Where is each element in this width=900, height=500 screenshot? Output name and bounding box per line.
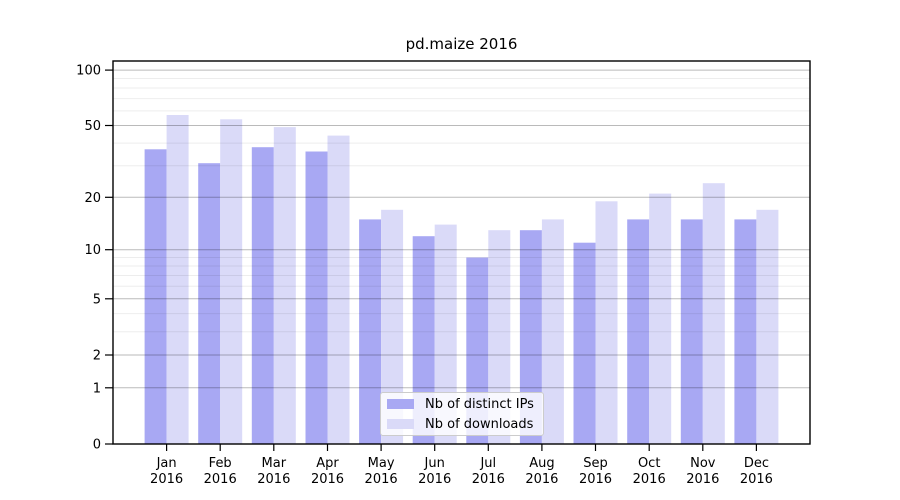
y-tick-label: 1 (93, 381, 101, 396)
legend-swatch-distinct-ips (387, 399, 414, 409)
x-tick-label-year: 2016 (150, 472, 183, 487)
x-tick-label-year: 2016 (579, 472, 612, 487)
y-tick-label: 100 (76, 64, 101, 79)
legend: Nb of distinct IPs Nb of downloads (380, 392, 544, 436)
x-tick-label-month: Nov (690, 456, 716, 471)
bar-sep-distinct-ips (573, 242, 596, 444)
bar-may-downloads (381, 209, 404, 444)
bar-nov-downloads (702, 183, 725, 444)
bar-mar-distinct-ips (251, 147, 274, 444)
legend-swatch-downloads (387, 419, 414, 429)
x-tick-label-month: Apr (316, 456, 339, 471)
y-tick-label: 10 (84, 243, 101, 258)
bar-jan-downloads (166, 115, 189, 444)
legend-item-distinct-ips: Nb of distinct IPs (387, 395, 543, 413)
x-tick-label-year: 2016 (257, 472, 290, 487)
bar-aug-downloads (541, 219, 564, 444)
bar-feb-distinct-ips (198, 163, 221, 444)
x-tick-label-month: Feb (209, 456, 232, 471)
bar-jul-downloads (488, 230, 511, 444)
x-tick-label-month: Jul (479, 456, 496, 471)
bar-apr-distinct-ips (305, 151, 328, 444)
legend-label-distinct-ips: Nb of distinct IPs (425, 396, 534, 412)
x-tick-label-year: 2016 (633, 472, 666, 487)
legend-item-downloads: Nb of downloads (387, 415, 543, 433)
bar-nov-distinct-ips (680, 219, 703, 444)
axes-border (112, 60, 811, 445)
x-tick-label-month: Mar (262, 456, 287, 471)
x-tick-label-month: Oct (638, 456, 660, 471)
bar-feb-downloads (220, 119, 243, 445)
x-tick-label-year: 2016 (418, 472, 451, 487)
bar-apr-downloads (327, 135, 350, 444)
x-tick-label-year: 2016 (472, 472, 505, 487)
x-tick-label-month: Aug (529, 456, 554, 471)
x-tick-label-year: 2016 (365, 472, 398, 487)
x-tick-label-year: 2016 (311, 472, 344, 487)
y-tick-label: 20 (84, 191, 101, 206)
bar-sep-downloads (595, 201, 618, 444)
x-tick-label-month: Jun (424, 456, 445, 471)
x-tick-label-year: 2016 (686, 472, 719, 487)
x-tick-label-year: 2016 (740, 472, 773, 487)
legend-label-downloads: Nb of downloads (425, 416, 534, 432)
bar-dec-distinct-ips (734, 219, 757, 444)
bar-may-distinct-ips (359, 219, 382, 444)
y-tick-label: 0 (93, 438, 101, 453)
y-tick-label: 5 (93, 292, 101, 307)
bar-oct-downloads (649, 193, 672, 444)
bar-jun-downloads (434, 224, 457, 444)
x-tick-label-year: 2016 (204, 472, 237, 487)
x-tick-label-month: May (368, 456, 395, 471)
bar-aug-distinct-ips (519, 230, 542, 444)
y-tick-label: 2 (93, 349, 101, 364)
bar-mar-downloads (273, 127, 296, 444)
bar-dec-downloads (756, 209, 779, 444)
x-tick-label-month: Dec (744, 456, 769, 471)
chart-title: pd.maize 2016 (405, 35, 518, 53)
x-tick-label-month: Jan (156, 456, 177, 471)
x-tick-label-month: Sep (583, 456, 608, 471)
x-tick-label-year: 2016 (525, 472, 558, 487)
y-tick-label: 50 (84, 119, 101, 134)
bar-jan-distinct-ips (144, 149, 167, 445)
bar-oct-distinct-ips (627, 219, 650, 444)
